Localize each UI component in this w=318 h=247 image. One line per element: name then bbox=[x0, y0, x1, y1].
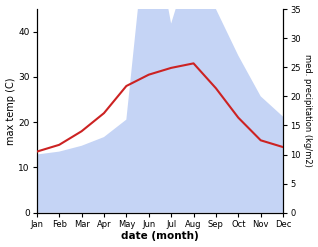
Y-axis label: max temp (C): max temp (C) bbox=[5, 77, 16, 145]
Y-axis label: med. precipitation (kg/m2): med. precipitation (kg/m2) bbox=[303, 54, 313, 167]
X-axis label: date (month): date (month) bbox=[121, 231, 199, 242]
